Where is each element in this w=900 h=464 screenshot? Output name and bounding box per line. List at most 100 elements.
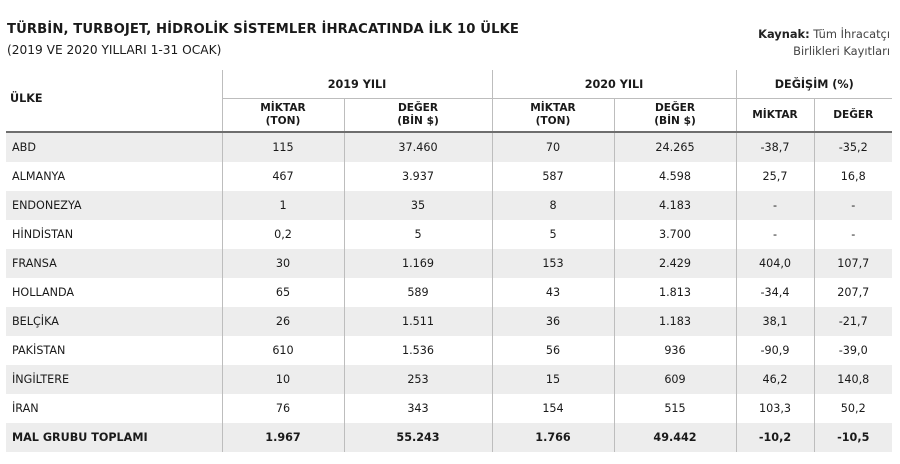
deger-2019-cell: 35 — [343, 191, 492, 220]
total-row: MAL GRUBU TOPLAMI 1.967 55.243 1.766 49.442-… — [6, 423, 892, 452]
source-line2: Birlikleri Kayıtları — [793, 44, 890, 58]
header-miktar-2019: MİKTAR (TON) — [221, 98, 344, 133]
country-cell: İRAN — [6, 394, 222, 423]
source-label: Kaynak: — [758, 27, 810, 41]
table-row: HOLLANDA 65 589 43 1.813 -34,4 207,7 — [6, 278, 892, 307]
header-2020: 2020 YILI — [491, 70, 736, 99]
source-line1: Tüm İhracatçı — [813, 27, 890, 41]
table-row: FRANSA 30 1.169 153 2.429 404,0 107,7 — [6, 249, 892, 278]
deger-change-cell: -39,0 — [813, 336, 892, 365]
header-row-measures: MİKTAR (TON) DEĞER (BİN $) MİKTAR (TON) … — [6, 98, 892, 133]
deger-2019-cell: 253 — [343, 365, 492, 394]
miktar-2019-cell: 76 — [221, 394, 344, 423]
miktar-2020-cell: 56 — [491, 336, 614, 365]
deger-change-cell: -35,2 — [813, 132, 892, 162]
deger-2020-cell: 1.183 — [613, 307, 736, 336]
header-2019: 2019 YILI — [221, 70, 492, 99]
miktar-change-cell: - — [735, 191, 814, 220]
deger-2019-cell: 1.536 — [343, 336, 492, 365]
header-row-years: ÜLKE 2019 YILI 2020 YILI DEĞİŞİM (%) — [6, 70, 892, 133]
deger-2019-cell: 343 — [343, 394, 492, 423]
header-miktar-2020: MİKTAR (TON) — [491, 98, 614, 133]
deger-2019-cell: 5 — [343, 220, 492, 249]
country-cell: İNGİLTERE — [6, 365, 222, 394]
miktar-change-cell: -10,2 — [735, 423, 814, 452]
deger-2020-cell: 936 — [613, 336, 736, 365]
header-country: ÜLKE — [6, 70, 222, 133]
deger-2019-cell: 1.169 — [343, 249, 492, 278]
deger-change-cell: - — [813, 220, 892, 249]
deger-2020-cell: 515 — [613, 394, 736, 423]
miktar-change-cell: 103,3 — [735, 394, 814, 423]
deger-2019-cell: 3.937 — [343, 162, 492, 191]
miktar-change-cell: -38,7 — [735, 132, 814, 162]
miktar-2019-cell: 1 — [221, 191, 344, 220]
deger-2019-cell: 55.243 — [343, 423, 492, 452]
export-table: ÜLKE 2019 YILI 2020 YILI DEĞİŞİM (%) MİK… — [6, 70, 892, 452]
table-row: ALMANYA 467 3.937 587 4.598 25,7 16,8 — [6, 162, 892, 191]
table-row: İRAN 76 343 154 515 103,3 50,2 — [6, 394, 892, 423]
deger-change-cell: 107,7 — [813, 249, 892, 278]
miktar-2020-cell: 36 — [491, 307, 614, 336]
page-title: TÜRBİN, TURBOJET, HİDROLİK SİSTEMLER İHR… — [7, 22, 520, 37]
miktar-2020-cell: 5 — [491, 220, 614, 249]
table-row: HİNDİSTAN 0,2 5 5 3.700- - — [6, 220, 892, 249]
country-cell: HİNDİSTAN — [6, 220, 222, 249]
deger-2020-cell: 4.183 — [613, 191, 736, 220]
miktar-2020-cell: 70 — [491, 132, 614, 162]
country-cell: ENDONEZYA — [6, 191, 222, 220]
country-cell: ALMANYA — [6, 162, 222, 191]
deger-2020-cell: 2.429 — [613, 249, 736, 278]
table-row: BELÇİKA 26 1.511 36 1.183 38,1 -21,7 — [6, 307, 892, 336]
header-deger-change: DEĞER — [813, 98, 892, 133]
miktar-change-cell: - — [735, 220, 814, 249]
miktar-2019-cell: 65 — [221, 278, 344, 307]
miktar-2020-cell: 587 — [491, 162, 614, 191]
deger-change-cell: -21,7 — [813, 307, 892, 336]
header-miktar-change: MİKTAR — [735, 98, 814, 133]
miktar-change-cell: 46,2 — [735, 365, 814, 394]
country-cell: ABD — [6, 132, 222, 162]
miktar-2019-cell: 115 — [221, 132, 344, 162]
deger-change-cell: 140,8 — [813, 365, 892, 394]
country-cell: FRANSA — [6, 249, 222, 278]
miktar-change-cell: 38,1 — [735, 307, 814, 336]
miktar-2020-cell: 15 — [491, 365, 614, 394]
miktar-2020-cell: 43 — [491, 278, 614, 307]
deger-2020-cell: 1.813 — [613, 278, 736, 307]
miktar-2019-cell: 610 — [221, 336, 344, 365]
deger-change-cell: -10,5 — [813, 423, 892, 452]
miktar-change-cell: 25,7 — [735, 162, 814, 191]
deger-change-cell: 50,2 — [813, 394, 892, 423]
deger-2020-cell: 49.442 — [613, 423, 736, 452]
deger-2019-cell: 1.511 — [343, 307, 492, 336]
table-row: ABD 115 37.460 70 24.265 -38,7 -35,2 — [6, 132, 892, 162]
deger-2019-cell: 589 — [343, 278, 492, 307]
deger-2020-cell: 609 — [613, 365, 736, 394]
miktar-2019-cell: 26 — [221, 307, 344, 336]
header-deger-2019: DEĞER (BİN $) — [343, 98, 492, 133]
miktar-2020-cell: 8 — [491, 191, 614, 220]
miktar-2019-cell: 1.967 — [221, 423, 344, 452]
table-row: ENDONEZYA 1 35 8 4.183- - — [6, 191, 892, 220]
miktar-2019-cell: 0,2 — [221, 220, 344, 249]
table-row: İNGİLTERE 10 253 15 609 46,2 140,8 — [6, 365, 892, 394]
table-body: ABD 115 37.460 70 24.265 -38,7 -35,2 ALMANYA 467… — [6, 132, 892, 452]
source-note: Kaynak: Tüm İhracatçı Birlikleri Kayıtla… — [758, 26, 890, 60]
country-cell: BELÇİKA — [6, 307, 222, 336]
country-cell: PAKİSTAN — [6, 336, 222, 365]
page-subtitle: (2019 VE 2020 YILLARI 1-31 OCAK) — [7, 43, 222, 57]
country-cell: MAL GRUBU TOPLAMI — [6, 423, 222, 452]
header-deger-2020: DEĞER (BİN $) — [613, 98, 736, 133]
miktar-change-cell: 404,0 — [735, 249, 814, 278]
miktar-2020-cell: 153 — [491, 249, 614, 278]
deger-2020-cell: 24.265 — [613, 132, 736, 162]
deger-change-cell: 16,8 — [813, 162, 892, 191]
header-change: DEĞİŞİM (%) — [735, 70, 892, 99]
deger-2020-cell: 4.598 — [613, 162, 736, 191]
miktar-2020-cell: 154 — [491, 394, 614, 423]
table-row: PAKİSTAN 610 1.536 56 936 -90,9 -39,0 — [6, 336, 892, 365]
deger-change-cell: 207,7 — [813, 278, 892, 307]
miktar-change-cell: -34,4 — [735, 278, 814, 307]
miktar-2020-cell: 1.766 — [491, 423, 614, 452]
